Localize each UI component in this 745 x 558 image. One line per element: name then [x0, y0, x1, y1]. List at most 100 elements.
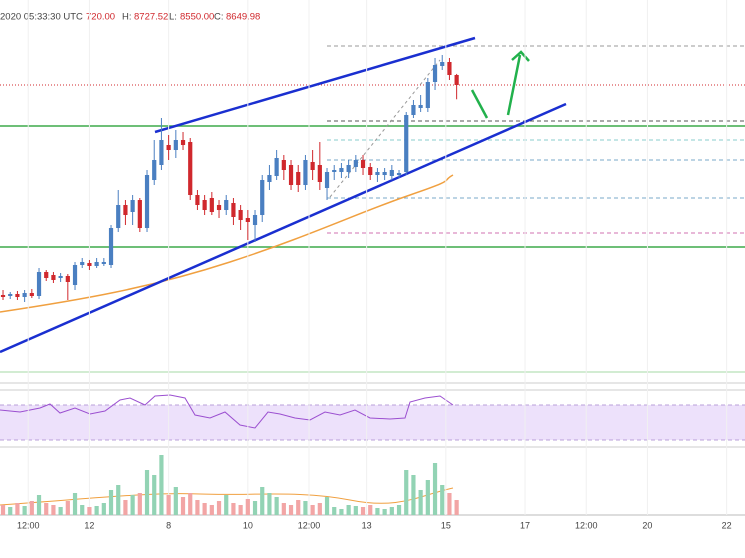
candle-body: [324, 172, 330, 188]
candle-body: [94, 262, 99, 266]
volume-bar: [440, 485, 445, 515]
header-open: 720.00: [86, 12, 115, 23]
candle-body: [8, 294, 13, 296]
volume-bar: [166, 495, 171, 515]
volume-bar: [252, 501, 258, 515]
volume-bar: [144, 470, 150, 515]
volume-bar: [209, 505, 214, 515]
volume-bar: [173, 487, 178, 515]
volume-bar: [317, 503, 322, 515]
moving-average: [0, 174, 454, 313]
candle-body: [36, 272, 42, 296]
candle-body: [231, 203, 236, 217]
volume-bar: [389, 507, 394, 515]
header-time: 2020 05:33:30 UTC: [0, 12, 83, 23]
x-tick-label: 15: [441, 520, 451, 530]
volume-bar: [288, 505, 294, 515]
candle-body: [216, 205, 222, 210]
volume-bar: [281, 503, 286, 515]
candle-body: [425, 82, 430, 108]
volume-bar: [36, 495, 42, 515]
fib-trend: [329, 59, 441, 198]
header-label: L:: [169, 12, 177, 23]
channel-upper: [154, 36, 476, 134]
arrow-down: [470, 89, 489, 119]
volume-bar: [159, 455, 164, 515]
volume-bar: [123, 500, 128, 515]
candle-body: [288, 165, 294, 185]
rsi-line: [0, 394, 454, 429]
arrow-up: [506, 50, 530, 116]
volume-bar: [231, 503, 236, 515]
candle-body: [317, 165, 322, 182]
candle-body: [389, 170, 394, 176]
volume-bar: [202, 503, 207, 515]
candle-body: [188, 142, 193, 195]
candle-body: [116, 205, 121, 228]
volume-bar: [58, 507, 63, 515]
candle-body: [281, 160, 286, 170]
candle-body: [447, 62, 452, 75]
candle-body: [22, 293, 27, 297]
volume-bar: [195, 500, 200, 515]
x-tick-label: 8: [166, 520, 171, 530]
volume-bar: [137, 493, 142, 515]
volume-bar: [260, 487, 265, 515]
candle-body: [159, 140, 164, 165]
candle-body: [0, 295, 6, 297]
candle-body: [108, 228, 114, 265]
volume-bar: [346, 505, 351, 515]
candle-body: [296, 172, 301, 185]
candle-body: [51, 275, 56, 280]
volume-bar: [8, 507, 13, 515]
x-tick-label: 12:00: [575, 520, 598, 530]
x-tick-label: 10: [243, 520, 253, 530]
candle-body: [123, 205, 128, 215]
volume-bar: [51, 505, 56, 515]
candle-body: [332, 170, 337, 172]
volume-bar: [245, 499, 250, 515]
candle-body: [101, 262, 106, 264]
volume-bar: [22, 506, 27, 515]
header-label: H:: [122, 12, 132, 23]
x-tick-label: 12:00: [298, 520, 321, 530]
x-tick-label: 20: [642, 520, 652, 530]
volume-bar: [101, 503, 106, 515]
volume-bar: [324, 497, 330, 515]
candle-body: [144, 175, 150, 228]
candle-body: [346, 165, 351, 172]
candle-body: [72, 265, 78, 285]
volume-bar: [216, 501, 222, 515]
volume-bar: [411, 475, 416, 515]
volume-bar: [267, 493, 272, 515]
candle-body: [411, 105, 416, 115]
rsi-band: [0, 405, 745, 440]
candle-body: [252, 215, 258, 225]
candle-body: [267, 175, 272, 182]
candle-body: [224, 200, 229, 210]
volume-bar: [339, 509, 344, 515]
volume-bar: [360, 507, 366, 515]
header-low: 8550.00: [180, 12, 214, 23]
volume-average: [0, 487, 454, 506]
volume-bar: [72, 493, 78, 515]
volume-bar: [152, 475, 157, 515]
candle-body: [303, 160, 308, 185]
candle-body: [166, 145, 171, 150]
candle-body: [15, 294, 20, 297]
candle-body: [440, 62, 445, 66]
candle-body: [65, 276, 70, 282]
volume-bar: [303, 501, 308, 515]
candle-body: [137, 200, 142, 228]
candle-body: [180, 140, 186, 145]
channel-lower: [0, 102, 567, 354]
candle-body: [238, 210, 243, 220]
volume-bar: [432, 463, 438, 515]
x-tick-label: 22: [722, 520, 732, 530]
header-high: 8727.52: [134, 12, 168, 23]
volume-bar: [65, 501, 70, 515]
x-tick-label: 13: [362, 520, 372, 530]
volume-bar: [368, 505, 373, 515]
